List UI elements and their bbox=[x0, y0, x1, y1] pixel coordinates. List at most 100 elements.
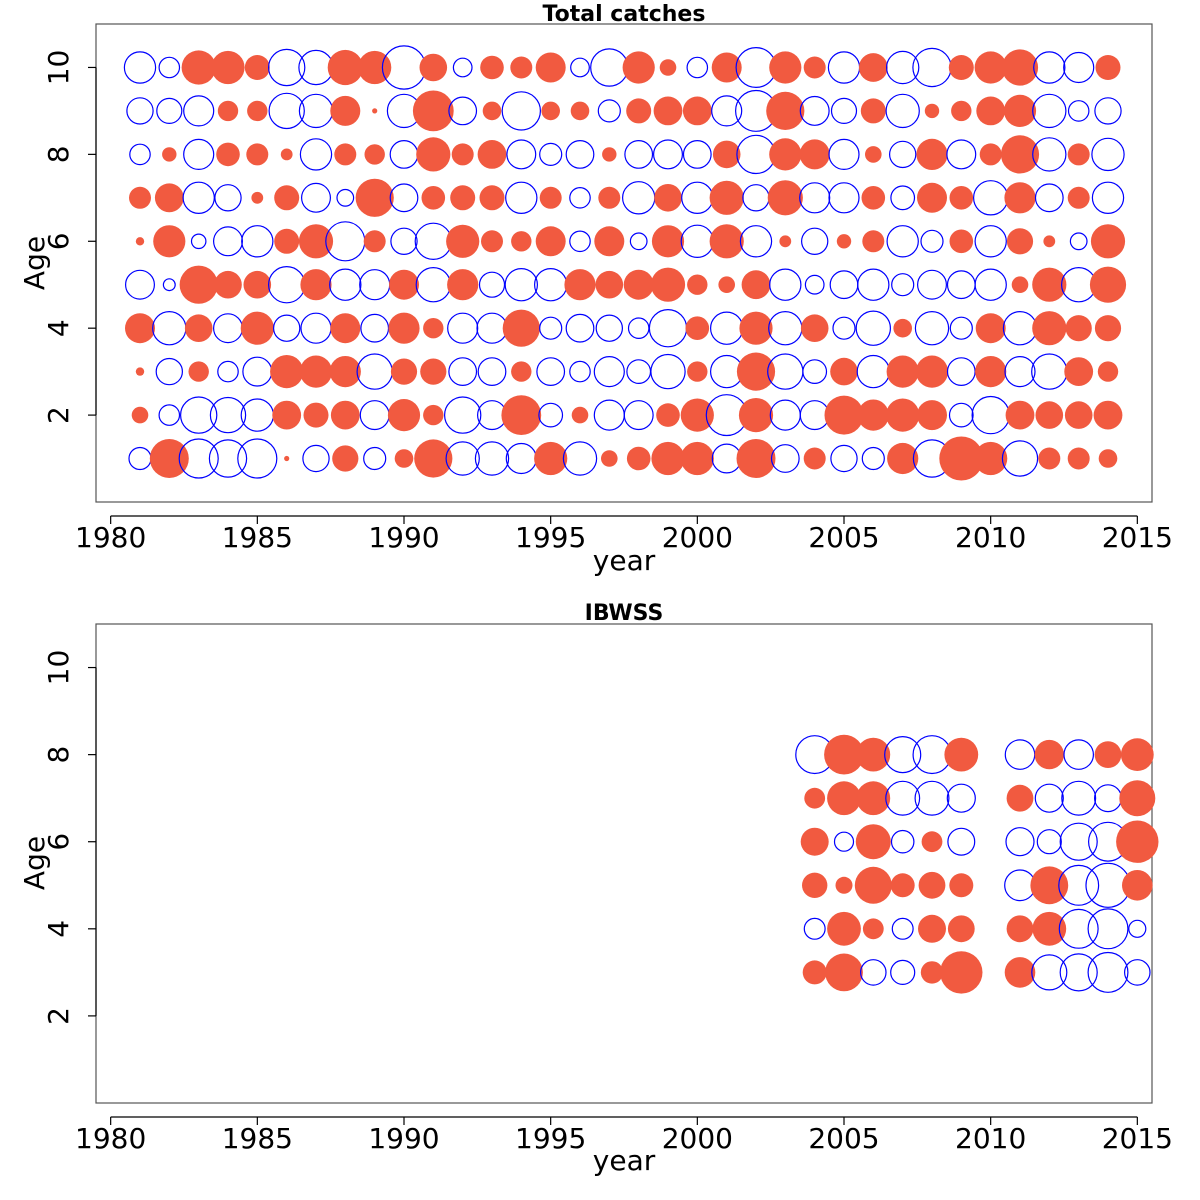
x-tick-label: 2015 bbox=[1102, 1122, 1173, 1155]
bubble-positive bbox=[766, 91, 805, 130]
bubble-negative bbox=[916, 269, 947, 300]
x-tick-label: 1985 bbox=[222, 521, 293, 554]
bubble-negative bbox=[947, 827, 976, 856]
bubble-positive bbox=[739, 311, 773, 345]
bubble-positive bbox=[1065, 315, 1092, 342]
bubble-negative bbox=[890, 185, 916, 211]
bubble-negative bbox=[914, 780, 950, 816]
bubble-positive bbox=[682, 96, 712, 126]
bubble-negative bbox=[1091, 137, 1125, 172]
bubble-negative bbox=[1058, 908, 1099, 949]
bubble-positive bbox=[420, 358, 447, 385]
bubble-positive bbox=[947, 915, 975, 943]
bubble-positive bbox=[861, 186, 886, 210]
bubble-positive bbox=[800, 827, 829, 856]
bubble-negative bbox=[534, 268, 568, 302]
bubble-positive bbox=[769, 138, 802, 171]
bubble-negative bbox=[414, 222, 452, 260]
y-tick-label: 10 bbox=[42, 650, 75, 686]
bubble-positive bbox=[240, 311, 274, 345]
bubble-positive bbox=[334, 143, 357, 166]
bubble-positive bbox=[270, 355, 304, 389]
bubble-negative bbox=[448, 96, 478, 126]
bubble-negative bbox=[1004, 739, 1036, 770]
bubble-positive bbox=[602, 147, 617, 162]
bubble-negative bbox=[803, 917, 826, 940]
bubble-negative bbox=[504, 268, 538, 302]
bubble-positive bbox=[419, 53, 448, 82]
bubble-positive bbox=[181, 50, 216, 85]
bubble-positive bbox=[211, 50, 245, 85]
bubble-positive bbox=[446, 224, 480, 258]
bubble-negative bbox=[505, 181, 538, 214]
bubble-negative bbox=[971, 395, 1010, 435]
total-catches-panel: Total catches 1980 1985 1990 1995 2000 2005 20… bbox=[18, 2, 1173, 577]
bubble-positive bbox=[939, 436, 984, 481]
bubble-positive bbox=[450, 185, 476, 211]
bubble-positive bbox=[534, 441, 568, 476]
bubble-positive bbox=[480, 55, 504, 80]
bubble-positive bbox=[915, 355, 949, 388]
bubble-positive bbox=[570, 101, 590, 121]
bubble-positive bbox=[511, 361, 532, 382]
bubble-positive bbox=[451, 143, 474, 166]
bubble-negative bbox=[156, 97, 183, 125]
ibwss-panel: IBWSS 1980 1985 1990 1995 2000 2005 2010 2015 2… bbox=[18, 601, 1173, 1177]
bubble-negative bbox=[389, 139, 419, 169]
bubble-negative bbox=[1031, 954, 1068, 991]
bubble-positive bbox=[355, 178, 394, 217]
x-axis: 1980 1985 1990 1995 2000 2005 2010 2015 bbox=[75, 1116, 1173, 1155]
bubble-negative bbox=[597, 99, 621, 123]
bubble-positive bbox=[857, 399, 889, 431]
bubble-positive bbox=[502, 309, 540, 347]
bubble-positive bbox=[804, 787, 826, 809]
bubble-negative bbox=[711, 95, 743, 127]
x-tick-label: 2010 bbox=[955, 521, 1026, 554]
bubble-negative bbox=[452, 57, 473, 78]
x-tick-label: 1990 bbox=[368, 521, 439, 554]
bubble-positive bbox=[626, 98, 652, 124]
bubble-positive bbox=[1119, 780, 1156, 817]
bubble-positive bbox=[274, 228, 300, 254]
bubble-negative bbox=[477, 357, 507, 387]
bubble-positive bbox=[154, 183, 184, 213]
bubble-positive bbox=[974, 51, 1007, 84]
bubble-negative bbox=[182, 181, 215, 214]
bubble-positive bbox=[1004, 182, 1036, 214]
bubble-positive bbox=[975, 356, 1007, 388]
bubble-positive bbox=[865, 146, 882, 163]
bubble-positive bbox=[246, 143, 269, 166]
bubble-positive bbox=[1089, 266, 1127, 303]
bubble-positive bbox=[244, 55, 270, 80]
bubble-positive bbox=[1064, 401, 1093, 429]
bubble-positive bbox=[687, 274, 708, 295]
bubble-positive bbox=[272, 400, 302, 430]
bubble-positive bbox=[1043, 235, 1056, 248]
bubble-positive bbox=[447, 269, 479, 301]
bubble-negative bbox=[832, 316, 856, 340]
bubble-positive bbox=[622, 51, 655, 84]
bubble-negative bbox=[158, 56, 181, 79]
x-tick-label: 1990 bbox=[368, 1122, 439, 1155]
bubble-positive bbox=[601, 450, 618, 467]
bubble-negative bbox=[478, 271, 506, 298]
bubble-negative bbox=[474, 441, 510, 476]
bubble-negative bbox=[920, 229, 944, 253]
bubble-positive bbox=[917, 182, 947, 213]
bubble-negative bbox=[1059, 953, 1098, 992]
bubble-positive bbox=[1098, 449, 1118, 468]
bubble-negative bbox=[629, 232, 648, 251]
bubble-positive bbox=[1094, 315, 1122, 342]
bubble-negative bbox=[742, 184, 770, 212]
bubble-positive bbox=[685, 316, 710, 341]
bubble-positive bbox=[924, 103, 940, 119]
bubble-positive bbox=[736, 439, 776, 478]
bubble-positive bbox=[1006, 784, 1034, 812]
bubble-positive bbox=[836, 234, 852, 249]
chart-title: IBWSS bbox=[585, 601, 664, 626]
bubble-positive bbox=[1094, 741, 1122, 768]
bubble-negative bbox=[179, 396, 218, 434]
bubble-negative bbox=[506, 139, 537, 170]
bubble-positive bbox=[827, 911, 861, 946]
bubble-positive bbox=[736, 352, 776, 391]
